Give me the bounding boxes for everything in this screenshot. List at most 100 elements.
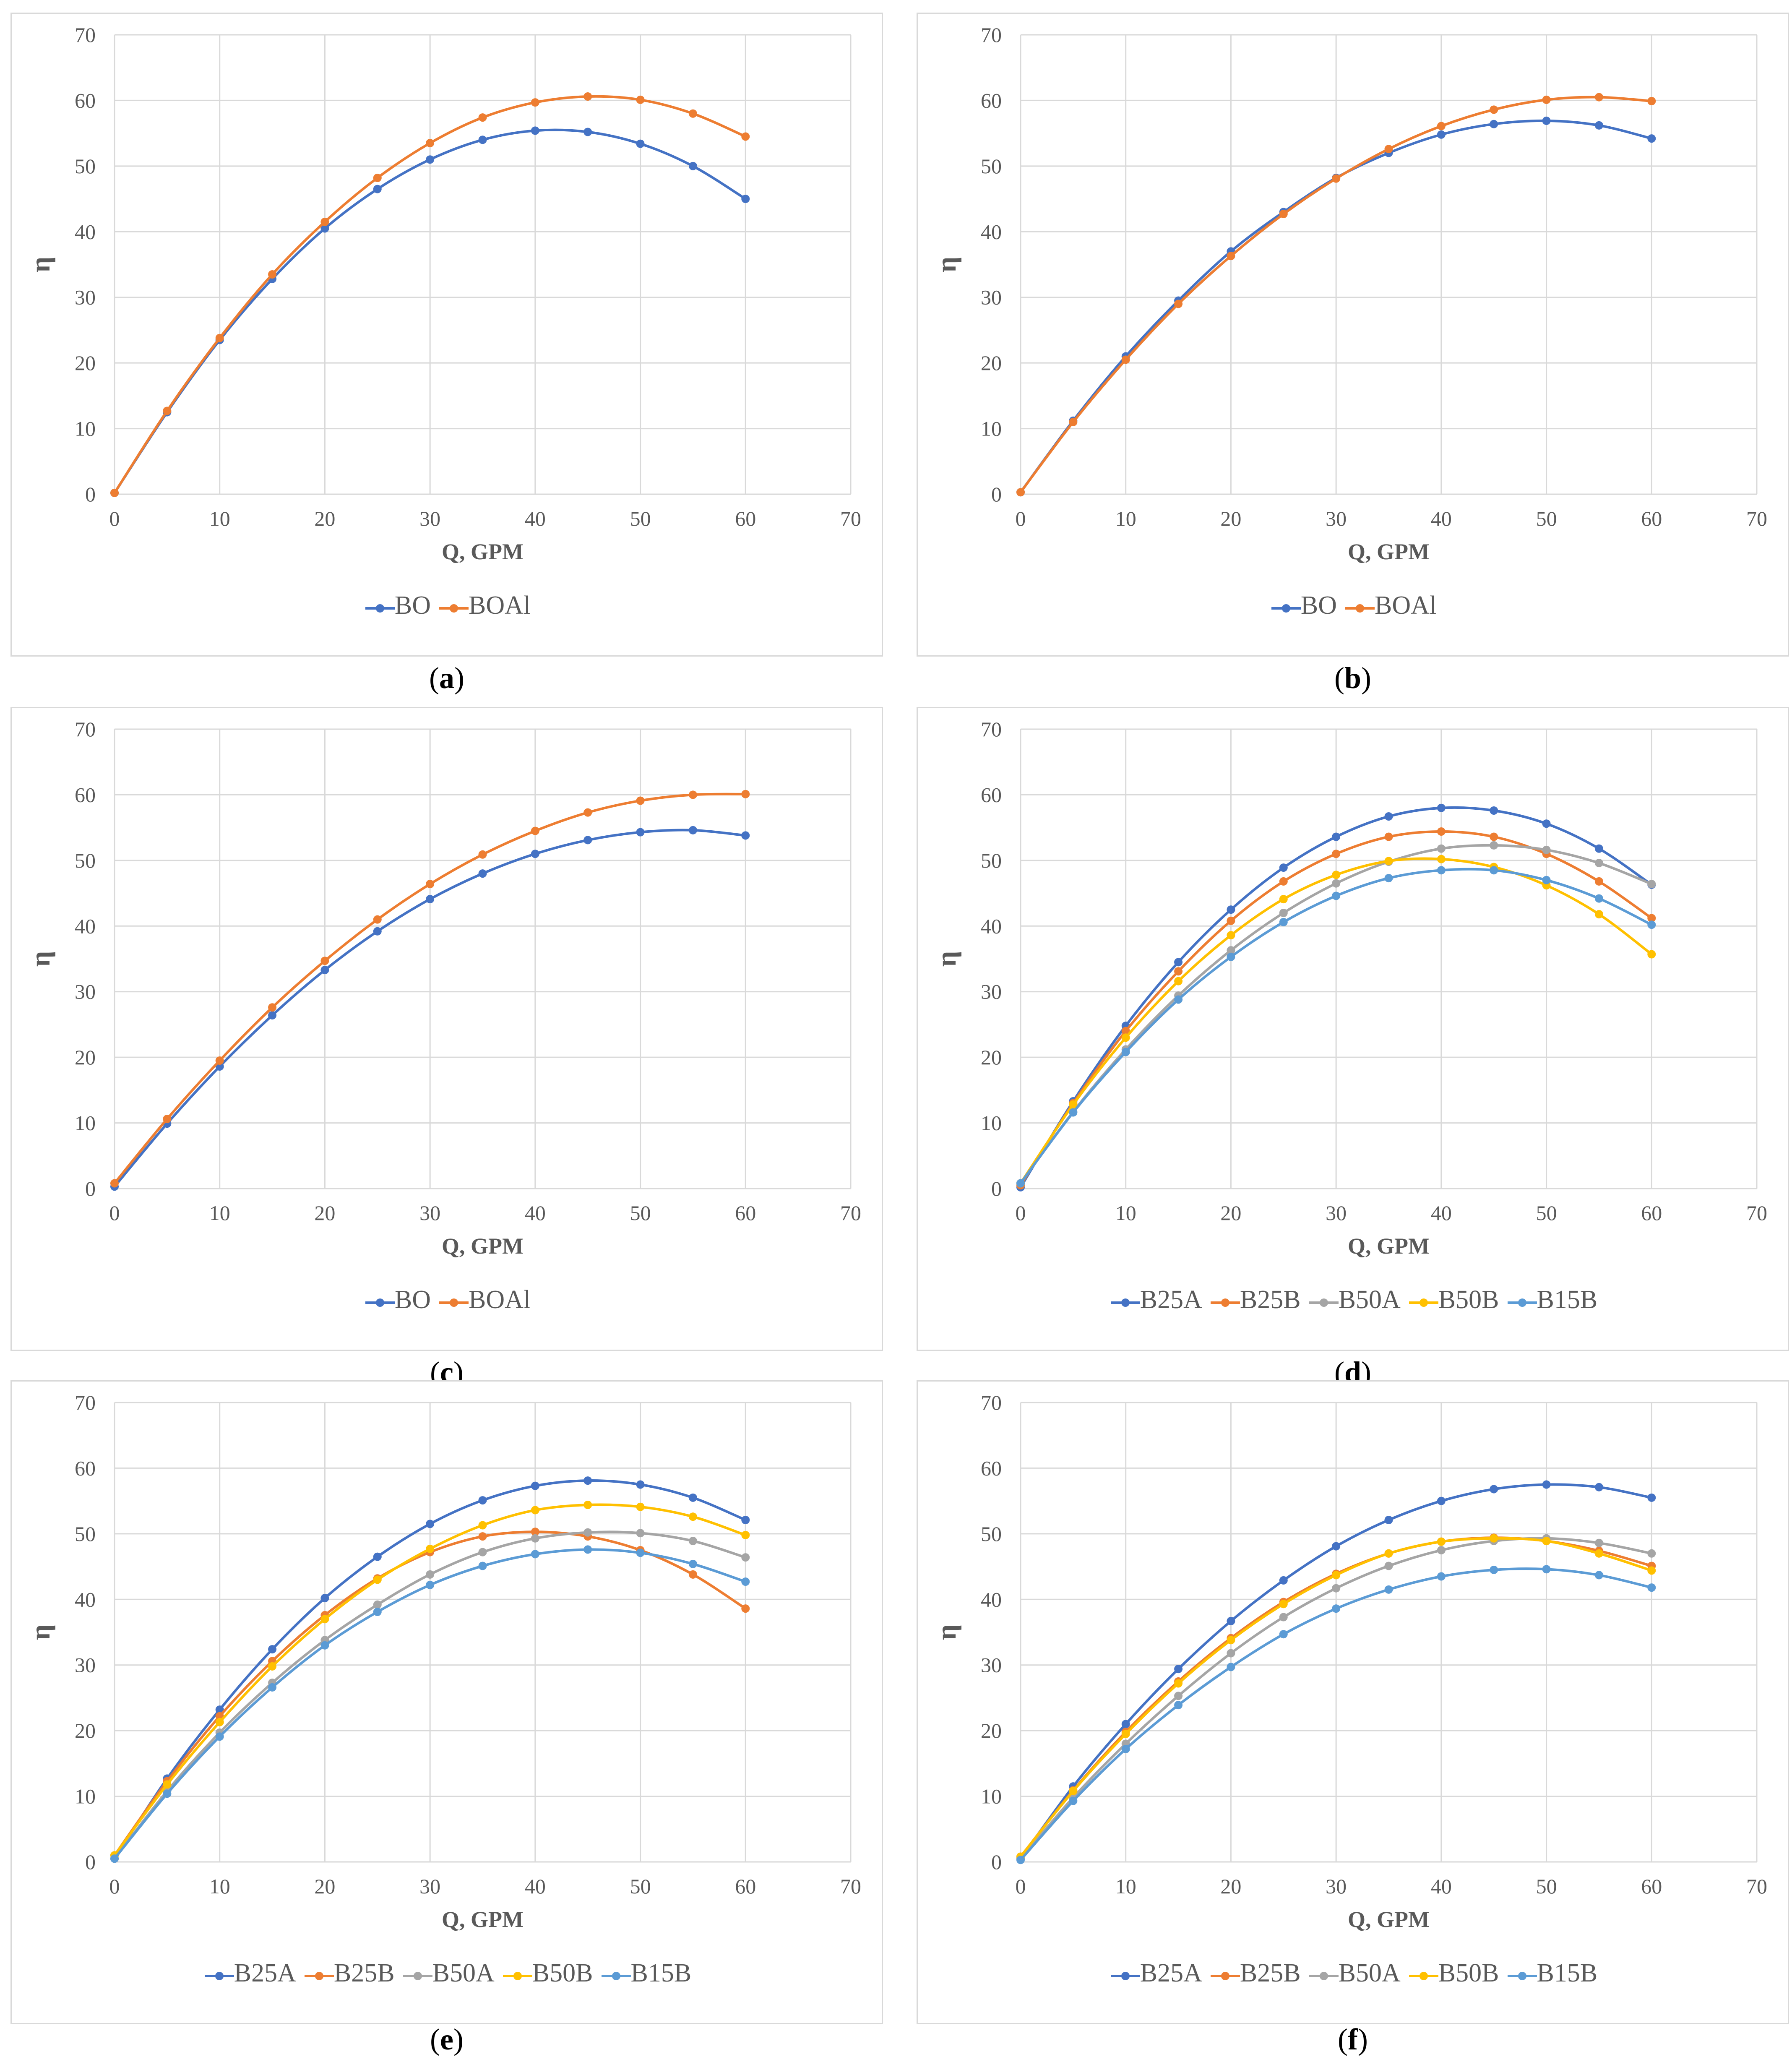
legend-label-b25a: B25A <box>234 1959 296 1987</box>
x-axis-title: Q, GPM <box>442 539 524 564</box>
y-tick-label: 50 <box>75 849 96 872</box>
data-point-b25a <box>1332 832 1341 841</box>
data-point-b15b <box>1121 1048 1130 1056</box>
tick-labels-e: 0 10 20 30 40 50 60 70 0 10 20 30 40 50 60 70 <box>75 1391 861 1898</box>
data-point-b50b <box>1227 931 1235 940</box>
data-point-boal <box>426 880 435 889</box>
data-point-b50b <box>320 1615 329 1624</box>
x-tick-label: 40 <box>525 1875 546 1898</box>
gridlines-b <box>1020 34 1758 495</box>
line-chart-c: 0 10 20 30 40 50 60 70 0 10 20 30 40 50 60 70 Q, GPM η <box>25 717 861 1259</box>
data-point-b25b <box>1594 877 1603 886</box>
data-point-b15b <box>1594 894 1603 903</box>
data-point-bo <box>1594 121 1603 130</box>
legend-item-b15b: B15B <box>1507 1958 1597 1988</box>
y-tick-label: 50 <box>981 1522 1002 1546</box>
x-tick-label: 0 <box>109 1875 120 1898</box>
data-point-b50b <box>741 1530 750 1539</box>
data-point-boal <box>320 217 329 226</box>
data-point-boal <box>1490 105 1498 114</box>
x-tick-label: 70 <box>840 1201 861 1225</box>
data-point-boal <box>636 95 645 104</box>
data-point-bo <box>320 224 329 233</box>
x-tick-label: 40 <box>525 1201 546 1225</box>
panel-caption-e: (e) <box>430 2023 464 2056</box>
legend-b: BO BOAl <box>918 591 1790 620</box>
chart-panel-a: 0 10 20 30 40 50 60 70 0 10 20 30 40 50 60 70 Q, GPM η BO… <box>10 13 883 657</box>
data-point-boal <box>531 98 539 107</box>
tick-labels-c: 0 10 20 30 40 50 60 70 0 10 20 30 40 50 60 70 <box>75 717 861 1225</box>
data-point-b50b <box>1227 1636 1235 1645</box>
data-point-boal <box>268 270 277 279</box>
x-tick-label: 0 <box>1016 1201 1026 1225</box>
data-point-boal <box>110 488 119 497</box>
legend-item-b25b: B25B <box>1210 1958 1301 1988</box>
legend-item-b50b: B50B <box>503 1958 593 1988</box>
data-point-b25a <box>1647 1493 1656 1502</box>
series-b50b <box>1016 855 1656 1188</box>
y-tick-label: 60 <box>75 1456 96 1480</box>
x-tick-label: 60 <box>735 1875 756 1898</box>
x-tick-label: 50 <box>1536 507 1557 530</box>
legend-c: BO BOAl <box>12 1285 884 1315</box>
y-tick-label: 0 <box>85 1850 96 1874</box>
data-point-boal <box>426 139 435 148</box>
data-point-b15b <box>1069 1796 1078 1805</box>
x-tick-label: 0 <box>1016 1875 1026 1898</box>
legend-item-b50b: B50B <box>1409 1285 1499 1315</box>
x-axis-title: Q, GPM <box>442 1233 524 1259</box>
x-tick-label: 10 <box>1115 1201 1136 1225</box>
legend-d: B25A B25B B50A B50B B15B <box>918 1285 1790 1315</box>
tick-labels-b: 0 10 20 30 40 50 60 70 0 10 20 30 40 50 60 70 <box>981 23 1767 530</box>
data-point-b25b <box>1121 1027 1130 1035</box>
data-point-bo <box>373 927 382 936</box>
data-point-boal <box>741 790 750 798</box>
y-tick-label: 70 <box>75 1391 96 1414</box>
legend-marker-boal <box>1345 604 1375 613</box>
y-tick-label: 30 <box>981 286 1002 309</box>
data-point-b25a <box>741 1516 750 1525</box>
data-point-bo <box>531 850 539 858</box>
tick-labels-a: 0 10 20 30 40 50 60 70 0 10 20 30 40 50 60 70 <box>75 23 861 530</box>
data-point-b25a <box>478 1496 487 1505</box>
data-point-b25a <box>636 1480 645 1489</box>
x-tick-label: 20 <box>1220 1875 1241 1898</box>
series-b50b <box>1016 1534 1656 1861</box>
data-point-b15b <box>1279 1630 1288 1639</box>
data-point-b50a <box>1332 1584 1341 1593</box>
legend-label-b50a: B50A <box>432 1959 495 1987</box>
legend-item-bo: BO <box>365 591 431 620</box>
x-tick-label: 70 <box>840 1875 861 1898</box>
x-tick-label: 50 <box>630 1201 651 1225</box>
legend-item-b25b: B25B <box>304 1958 395 1988</box>
data-point-b15b <box>1016 1856 1025 1864</box>
data-point-b25b <box>1332 850 1341 858</box>
data-point-b50b <box>1121 1033 1130 1042</box>
data-point-b15b <box>1121 1744 1130 1753</box>
data-point-b15b <box>1069 1108 1078 1117</box>
series-bo <box>110 826 750 1191</box>
data-point-boal <box>1647 96 1656 105</box>
legend-label-b25b: B25B <box>1240 1285 1301 1314</box>
x-tick-label: 10 <box>209 1875 230 1898</box>
data-point-b50a <box>373 1600 382 1609</box>
x-tick-label: 10 <box>1115 507 1136 530</box>
x-tick-label: 20 <box>1220 1201 1241 1225</box>
legend-e: B25A B25B B50A B50B B15B <box>12 1958 884 1988</box>
line-chart-f: 0 10 20 30 40 50 60 70 0 10 20 30 40 50 60 70 Q, GPM η <box>931 1391 1767 1932</box>
data-point-b15b <box>741 1577 750 1586</box>
data-point-b50a <box>1174 1692 1183 1700</box>
x-tick-label: 50 <box>630 507 651 530</box>
data-point-boal <box>1016 488 1025 497</box>
legend-item-b50b: B50B <box>1409 1958 1499 1988</box>
data-point-boal <box>688 790 697 799</box>
data-point-boal <box>1437 122 1446 130</box>
data-point-b15b <box>583 1545 592 1554</box>
legend-item-b50a: B50A <box>1309 1285 1401 1315</box>
data-point-b15b <box>1490 866 1498 875</box>
data-point-b15b <box>110 1854 119 1863</box>
series-b15b <box>110 1545 750 1863</box>
legend-marker-boal <box>439 1298 469 1307</box>
data-point-bo <box>741 195 750 203</box>
legend-item-b25a: B25A <box>1110 1285 1202 1315</box>
